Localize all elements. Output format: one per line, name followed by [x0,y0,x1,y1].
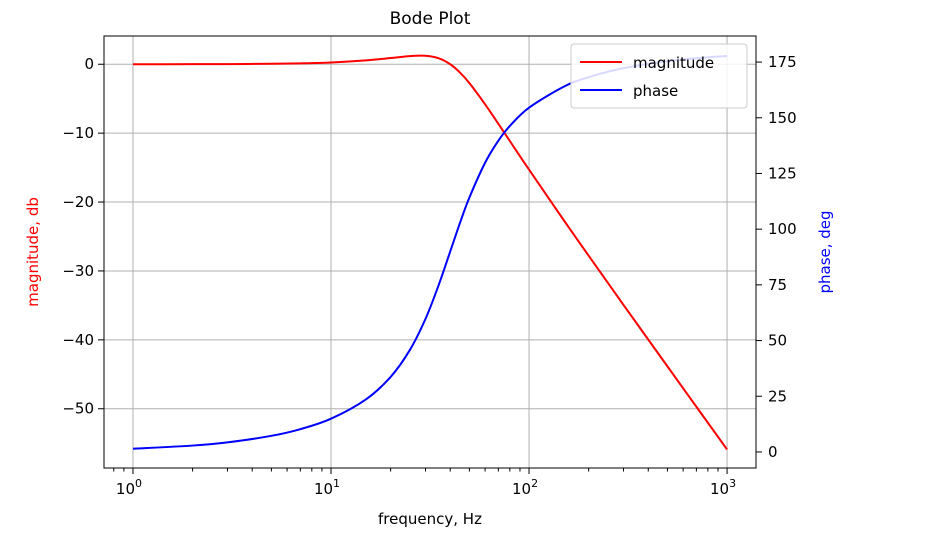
y-tick-label-left: −30 [62,262,94,280]
y-tick-label-right: 175 [768,53,797,71]
x-tick-label: 100 [116,477,142,498]
x-tick-label-base: 10 [116,480,135,498]
series-line-magnitude [132,54,728,451]
x-tick-label-exponent: 2 [531,477,538,490]
y-tick-label-right: 0 [768,443,778,461]
x-tick-label-base: 10 [710,480,729,498]
x-tick-label-base: 10 [314,480,333,498]
y-tick-label-left: −50 [62,400,94,418]
legend-label-phase: phase [633,82,678,100]
x-tick-label-exponent: 1 [333,477,340,490]
x-axis-label: frequency, Hz [378,510,482,528]
x-tick-label: 103 [710,477,736,498]
axes: 100 101 102 1030−10−20−30−40−50025507510012… [62,53,796,498]
y-tick-label-right: 125 [768,164,797,182]
y-axis-label-left: magnitude, db [24,197,42,307]
plot-frame [103,35,757,469]
y-tick-label-right: 100 [768,220,797,238]
series-group [132,54,728,451]
legend-label-magnitude: magnitude [633,54,714,72]
y-tick-label-right: 150 [768,109,797,127]
series-line-phase [132,55,728,450]
legend-box [570,43,748,109]
y-tick-label-left: −20 [62,193,94,211]
x-tick-label-exponent: 0 [135,477,142,490]
y-tick-label-right: 50 [768,332,787,350]
y-tick-label-left: −40 [62,331,94,349]
legend: magnitude phase [570,43,748,109]
y-tick-label-right: 75 [768,276,787,294]
chart-title: Bode Plot [390,9,471,29]
x-tick-label-base: 10 [512,480,531,498]
y-axis-label-right: phase, deg [816,210,834,293]
y-tick-label-left: 0 [84,55,94,73]
x-tick-label: 102 [512,477,538,498]
x-tick-label: 101 [314,477,340,498]
y-tick-label-right: 25 [768,387,787,405]
y-tick-label-left: −10 [62,124,94,142]
x-tick-label-exponent: 3 [729,477,736,490]
